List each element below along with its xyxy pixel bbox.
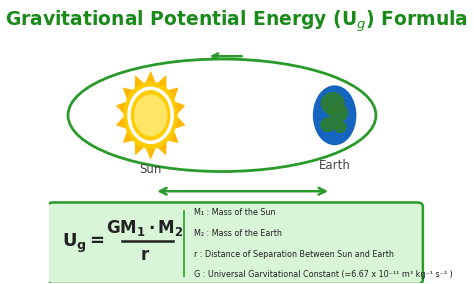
- Text: $\mathbf{r}$: $\mathbf{r}$: [140, 246, 150, 264]
- Ellipse shape: [328, 103, 348, 122]
- Text: $\mathbf{U_g=}$: $\mathbf{U_g=}$: [63, 232, 105, 255]
- FancyBboxPatch shape: [47, 202, 423, 284]
- Ellipse shape: [124, 82, 178, 149]
- Text: Sun: Sun: [139, 163, 162, 176]
- Text: r: r: [240, 202, 246, 216]
- Ellipse shape: [321, 92, 345, 115]
- Text: M₁ : Mass of the Sun: M₁ : Mass of the Sun: [194, 208, 275, 217]
- Ellipse shape: [134, 94, 167, 136]
- Text: Earth: Earth: [319, 159, 351, 172]
- Text: r : Distance of Separation Between Sun and Earth: r : Distance of Separation Between Sun a…: [194, 250, 394, 259]
- Ellipse shape: [313, 85, 356, 145]
- Text: M₂ : Mass of the Earth: M₂ : Mass of the Earth: [194, 229, 282, 238]
- Text: G : Universal Garvitational Constant (=6.67 x 10⁻¹¹ m³ kg⁻¹ s⁻² ): G : Universal Garvitational Constant (=6…: [194, 270, 453, 279]
- Text: Gravitational Potential Energy (U$_g$) Formula: Gravitational Potential Energy (U$_g$) F…: [6, 9, 468, 34]
- Ellipse shape: [334, 121, 347, 133]
- Polygon shape: [116, 71, 185, 160]
- Text: $\mathbf{GM_1 \cdot M_2}$: $\mathbf{GM_1 \cdot M_2}$: [106, 218, 184, 238]
- Ellipse shape: [320, 117, 336, 132]
